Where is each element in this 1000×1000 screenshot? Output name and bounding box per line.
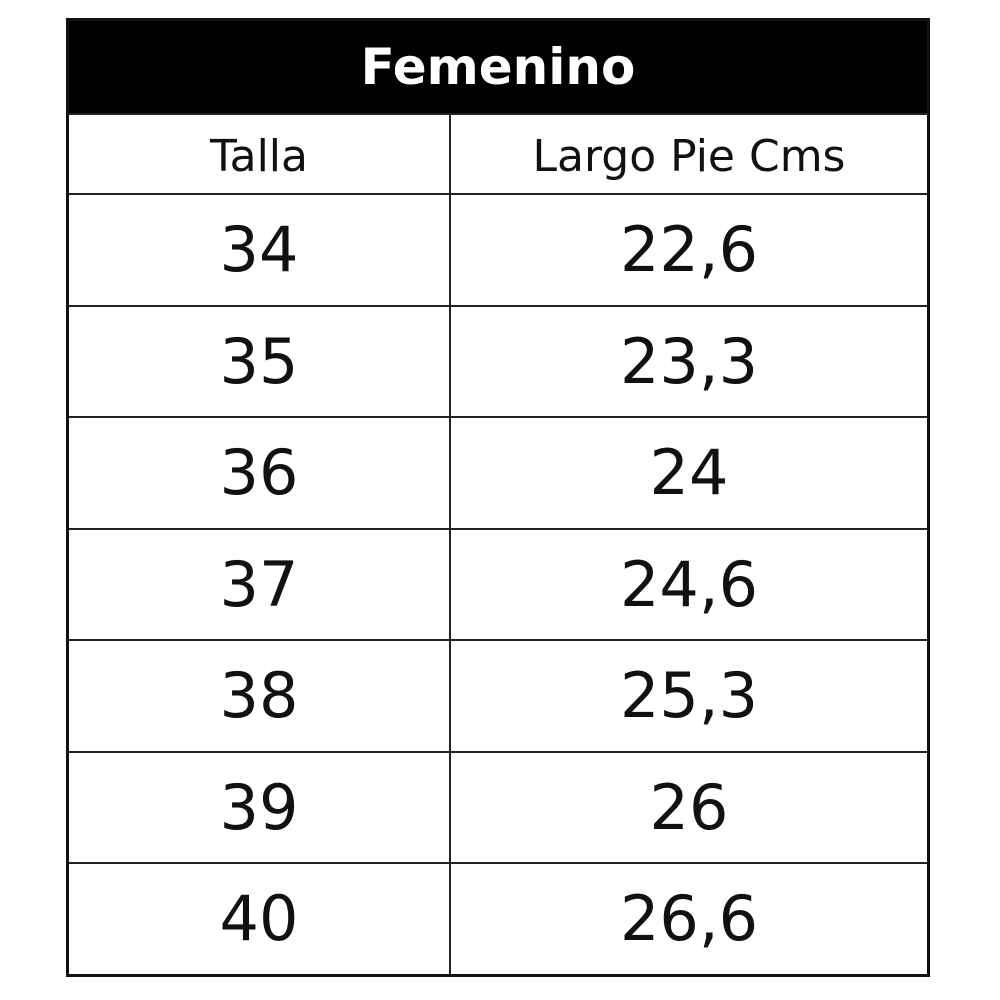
column-header-talla: Talla [69,115,451,193]
header-row: Talla Largo Pie Cms [69,113,927,193]
table-title: Femenino [69,21,927,113]
column-header-largo-pie: Largo Pie Cms [532,130,846,182]
table-row: 38 25,3 [69,639,927,751]
table-row: 34 22,6 [69,193,927,305]
talla-cell: 37 [69,529,451,639]
table-row: 39 26 [69,750,927,862]
largo-pie-cell: 26 [649,770,729,844]
table-row: 37 24,6 [69,527,927,639]
table-row: 40 26,6 [69,862,927,974]
talla-cell: 35 [69,306,451,416]
talla-cell: 38 [69,641,451,751]
table-row: 36 24 [69,416,927,528]
talla-cell: 36 [69,418,451,528]
largo-pie-cell: 25,3 [619,659,759,733]
largo-pie-cell: 22,6 [619,213,759,287]
table-row: 35 23,3 [69,304,927,416]
talla-cell: 39 [69,752,451,862]
talla-cell: 34 [69,195,451,305]
largo-pie-cell: 24 [649,436,729,510]
talla-cell: 40 [69,864,451,974]
largo-pie-cell: 24,6 [619,547,759,621]
largo-pie-cell: 23,3 [619,324,759,398]
size-table: Femenino Talla Largo Pie Cms 34 22,6 35 23,… [66,18,930,977]
largo-pie-cell: 26,6 [619,882,759,956]
